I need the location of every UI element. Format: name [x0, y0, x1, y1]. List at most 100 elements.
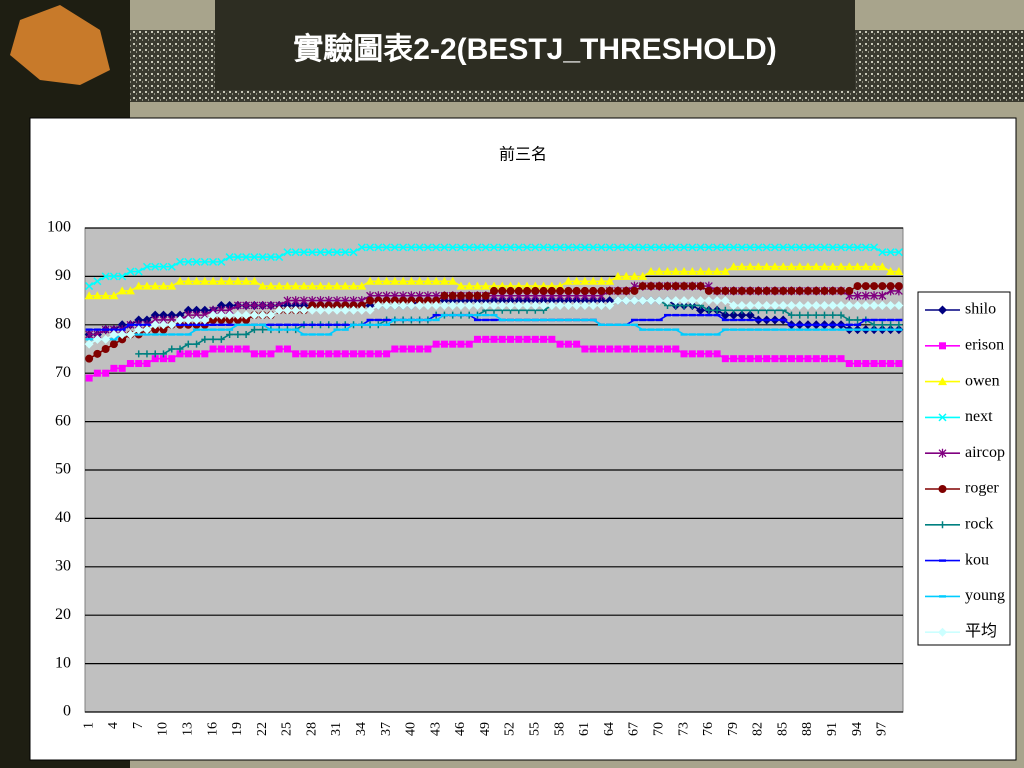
x-tick-label: 34: [354, 722, 369, 736]
x-tick-label: 22: [255, 722, 270, 736]
data-point: [613, 296, 623, 306]
data-point: [704, 243, 713, 252]
data-point: [134, 281, 144, 290]
data-point: [201, 350, 209, 358]
data-point: [159, 325, 168, 334]
data-point: [472, 281, 482, 290]
data-point: [266, 253, 275, 262]
data-point: [134, 267, 143, 276]
data-point: [382, 243, 391, 252]
data-point: [829, 323, 837, 326]
data-point: [730, 355, 738, 363]
data-point: [151, 350, 159, 358]
data-point: [333, 328, 341, 331]
data-point: [390, 300, 400, 310]
data-point: [324, 305, 334, 315]
data-point: [481, 281, 491, 290]
data-point: [259, 326, 267, 334]
data-point: [811, 300, 821, 310]
data-point: [282, 281, 292, 290]
data-point: [672, 313, 680, 317]
data-point: [85, 282, 94, 291]
data-point: [167, 320, 177, 330]
x-tick-label: 97: [875, 722, 890, 736]
data-point: [93, 277, 102, 286]
data-point: [754, 286, 763, 295]
data-point: [497, 300, 507, 310]
data-point: [869, 262, 879, 271]
data-point: [556, 340, 564, 348]
data-point: [539, 286, 548, 295]
data-point: [746, 286, 755, 295]
data-point: [853, 243, 862, 252]
data-point: [878, 291, 887, 301]
data-point: [654, 267, 664, 276]
data-point: [687, 267, 697, 276]
data-point: [374, 243, 383, 252]
data-point: [275, 253, 284, 262]
data-point: [209, 335, 217, 343]
data-point: [745, 262, 755, 271]
data-point: [778, 262, 788, 271]
data-point: [225, 310, 235, 320]
data-point: [456, 243, 465, 252]
legend-label: 平均: [965, 622, 997, 640]
data-point: [870, 360, 878, 368]
data-point: [854, 360, 862, 368]
data-point: [737, 262, 747, 271]
data-point: [580, 243, 589, 252]
data-point: [720, 310, 730, 320]
data-point: [869, 300, 879, 310]
data-point: [390, 276, 400, 285]
data-point: [894, 300, 904, 310]
data-point: [886, 282, 895, 291]
data-point: [383, 350, 391, 358]
data-point: [407, 345, 415, 353]
data-point: [423, 276, 433, 285]
data-point: [845, 360, 853, 368]
data-point: [613, 243, 622, 252]
data-point: [374, 350, 382, 358]
data-point: [233, 300, 242, 310]
data-point: [456, 281, 466, 290]
data-point: [299, 281, 309, 290]
data-point: [366, 318, 374, 322]
data-point: [697, 333, 705, 336]
data-point: [366, 323, 374, 326]
x-tick-label: 43: [428, 722, 443, 736]
data-point: [465, 243, 474, 252]
data-point: [143, 360, 151, 368]
data-point: [796, 311, 804, 319]
data-point: [200, 257, 209, 266]
data-point: [398, 276, 408, 285]
data-point: [209, 315, 218, 324]
data-point: [629, 271, 639, 280]
data-point: [184, 340, 192, 348]
data-point: [573, 340, 581, 348]
data-point: [93, 328, 101, 331]
data-point: [473, 243, 482, 252]
data-point: [234, 323, 242, 326]
data-point: [539, 281, 549, 290]
data-point: [836, 262, 846, 271]
x-tick-label: 13: [181, 722, 196, 736]
data-point: [646, 296, 656, 306]
y-tick-label: 10: [55, 654, 71, 671]
data-point: [85, 374, 93, 382]
data-point: [242, 330, 250, 338]
data-point: [266, 300, 275, 310]
data-point: [456, 291, 465, 300]
data-point: [630, 243, 639, 252]
data-point: [341, 323, 349, 326]
x-tick-label: 7: [131, 722, 146, 729]
data-point: [299, 248, 308, 257]
data-point: [597, 323, 605, 326]
data-point: [605, 276, 615, 285]
data-point: [193, 340, 201, 348]
data-point: [325, 350, 333, 358]
data-point: [357, 305, 367, 315]
data-point: [266, 281, 276, 290]
data-point: [803, 300, 813, 310]
data-point: [259, 350, 267, 358]
